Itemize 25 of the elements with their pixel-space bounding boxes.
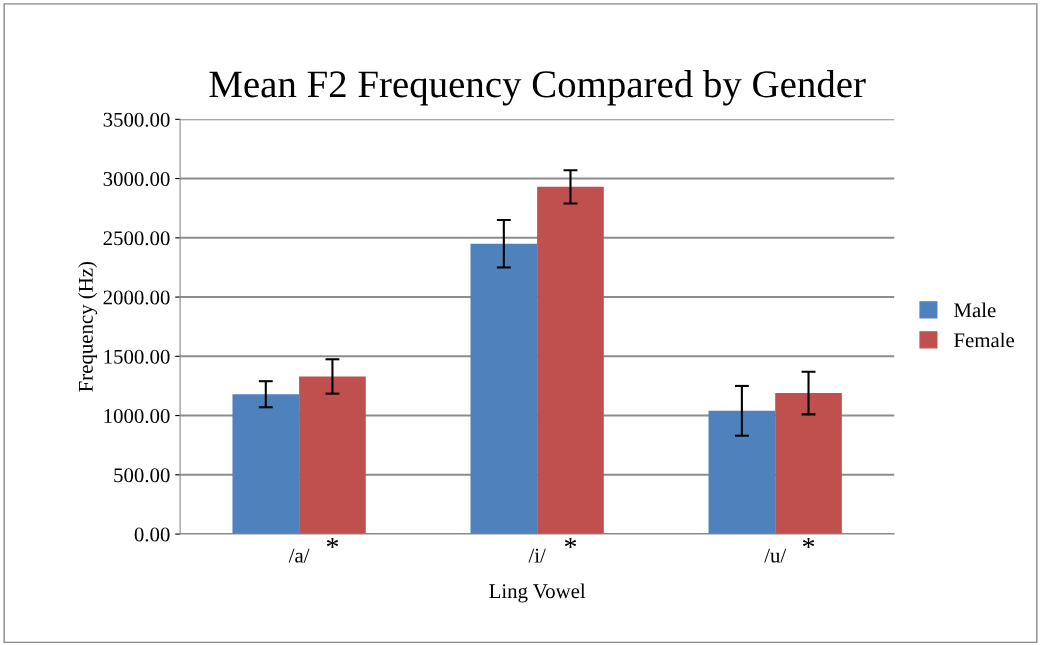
y-tick-label: 3500.00 xyxy=(103,112,170,127)
bar xyxy=(232,394,300,535)
annotation: * xyxy=(564,537,577,549)
bar xyxy=(470,243,538,535)
bar xyxy=(537,186,604,535)
bar xyxy=(708,410,776,535)
legend-label: Male xyxy=(954,302,996,318)
x-tick-label: /u/ xyxy=(764,548,787,563)
bar xyxy=(299,376,366,535)
y-tick-label: 500.00 xyxy=(114,468,170,483)
y-tick-label: 3000.00 xyxy=(103,171,170,187)
y-tick-label: 1500.00 xyxy=(104,349,170,364)
y-tick-label: 1000.00 xyxy=(104,408,170,424)
y-tick-label: 0.00 xyxy=(134,527,170,542)
x-tick-label: /i/ xyxy=(528,548,546,563)
x-tick-label: /a/ xyxy=(288,548,310,563)
y-tick-label: 2000.00 xyxy=(103,290,170,305)
y-axis-title: Frequency (Hz) xyxy=(78,261,98,392)
y-tick-label: 2500.00 xyxy=(103,231,170,246)
annotation: * xyxy=(326,537,339,549)
annotation: * xyxy=(802,537,815,549)
bar xyxy=(775,393,842,535)
chart-title: Mean F2 Frequency Compared by Gender xyxy=(209,70,866,106)
x-axis-title: Ling Vowel xyxy=(489,583,586,603)
legend-label: Female xyxy=(954,332,1015,348)
